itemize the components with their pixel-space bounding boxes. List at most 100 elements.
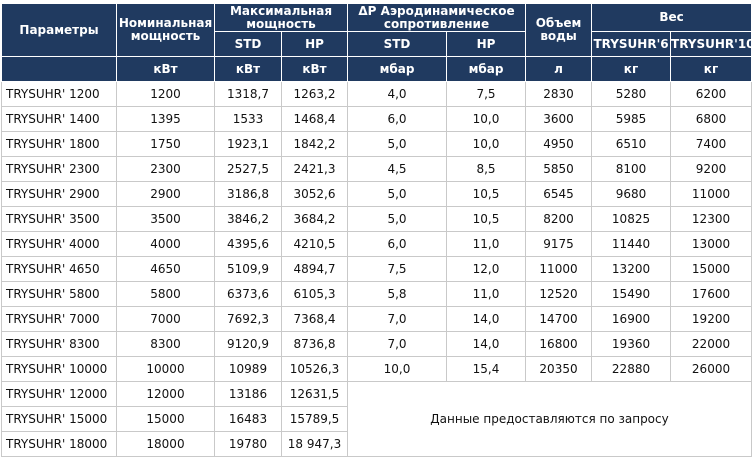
value-cell: 3186,8 (214, 181, 282, 207)
value-cell: 3600 (525, 106, 593, 132)
table-row: TRYSUHR' 10000 10000 10989 10526,3 10,0 15,4 2… (1, 356, 753, 382)
value-cell: 14,0 (445, 306, 527, 332)
value-cell: 1750 (116, 131, 215, 157)
on-request-note: Данные предоставляются по запросу (346, 381, 753, 457)
value-cell: 4894,7 (281, 256, 348, 282)
value-cell: 13200 (591, 256, 672, 282)
value-cell: 15,4 (445, 356, 527, 382)
value-cell: 8100 (591, 156, 672, 182)
value-cell: 1318,7 (214, 81, 282, 107)
value-cell: 15490 (591, 281, 672, 307)
value-cell: 1263,2 (281, 81, 348, 107)
value-cell: 5850 (525, 156, 593, 182)
value-cell: 19360 (591, 331, 672, 357)
value-cell: 16800 (525, 331, 593, 357)
value-cell: 5109,9 (214, 256, 282, 282)
model-name-cell: TRYSUHR' 1800 (1, 131, 117, 157)
value-cell: 5985 (591, 106, 672, 132)
model-name-cell: TRYSUHR' 5800 (1, 281, 117, 307)
unit-water: л (525, 56, 593, 82)
value-cell: 10,0 (445, 106, 527, 132)
value-cell: 11440 (591, 231, 672, 257)
value-cell: 10000 (116, 356, 215, 382)
value-cell: 10,5 (445, 206, 527, 232)
header-weight-6: TRYSUHR'6 (591, 31, 672, 57)
value-cell: 5,8 (347, 281, 447, 307)
value-cell: 2900 (116, 181, 215, 207)
value-cell: 3052,6 (281, 181, 348, 207)
unit-nominal: кВт (116, 56, 215, 82)
value-cell: 2421,3 (281, 156, 348, 182)
value-cell: 17600 (670, 281, 753, 307)
value-cell: 18000 (116, 431, 215, 457)
value-cell: 2527,5 (214, 156, 282, 182)
model-name-cell: TRYSUHR' 2900 (1, 181, 117, 207)
header-max-std: STD (214, 31, 282, 57)
value-cell: 14700 (525, 306, 593, 332)
header-units-params (1, 56, 117, 82)
header-nominal: Номинальная мощность (116, 3, 215, 57)
unit-aero-std: мбар (347, 56, 447, 82)
value-cell: 26000 (670, 356, 753, 382)
value-cell: 1468,4 (281, 106, 348, 132)
model-name-cell: TRYSUHR' 12000 (1, 381, 117, 407)
value-cell: 11,0 (445, 281, 527, 307)
value-cell: 9175 (525, 231, 593, 257)
header-params: Параметры (1, 3, 117, 57)
table-row: TRYSUHR' 1400 1395 1533 1468,4 6,0 10,0 3600 59… (1, 106, 753, 132)
value-cell: 1395 (116, 106, 215, 132)
value-cell: 6800 (670, 106, 753, 132)
value-cell: 6373,6 (214, 281, 282, 307)
value-cell: 12631,5 (281, 381, 348, 407)
unit-weight-10: кг (670, 56, 753, 82)
value-cell: 6200 (670, 81, 753, 107)
value-cell: 3846,2 (214, 206, 282, 232)
model-name-cell: TRYSUHR' 3500 (1, 206, 117, 232)
value-cell: 1533 (214, 106, 282, 132)
value-cell: 7,0 (347, 306, 447, 332)
value-cell: 3684,2 (281, 206, 348, 232)
table-row: TRYSUHR' 7000 7000 7692,3 7368,4 7,0 14,0 1470… (1, 306, 753, 332)
value-cell: 15789,5 (281, 406, 348, 432)
header-water: Объем воды (525, 3, 593, 57)
value-cell: 19200 (670, 306, 753, 332)
value-cell: 4950 (525, 131, 593, 157)
value-cell: 11000 (670, 181, 753, 207)
value-cell: 5800 (116, 281, 215, 307)
value-cell: 12,0 (445, 256, 527, 282)
value-cell: 7,5 (445, 81, 527, 107)
header-max-power: Максимальная мощность (214, 3, 348, 32)
table-row: TRYSUHR' 5800 5800 6373,6 6105,3 5,8 11,0 1252… (1, 281, 753, 307)
value-cell: 4,5 (347, 156, 447, 182)
value-cell: 10,0 (445, 131, 527, 157)
model-name-cell: TRYSUHR' 2300 (1, 156, 117, 182)
unit-weight-6: кг (591, 56, 672, 82)
value-cell: 1200 (116, 81, 215, 107)
value-cell: 4,0 (347, 81, 447, 107)
value-cell: 1923,1 (214, 131, 282, 157)
value-cell: 16900 (591, 306, 672, 332)
value-cell: 13186 (214, 381, 282, 407)
value-cell: 5,0 (347, 181, 447, 207)
value-cell: 4210,5 (281, 231, 348, 257)
header-aero-std: STD (347, 31, 447, 57)
table-header: Параметры Номинальная мощность Максималь… (1, 3, 753, 82)
value-cell: 2300 (116, 156, 215, 182)
value-cell: 8736,8 (281, 331, 348, 357)
value-cell: 7368,4 (281, 306, 348, 332)
value-cell: 10,0 (347, 356, 447, 382)
table-row: TRYSUHR' 4000 4000 4395,6 4210,5 6,0 11,0 9175… (1, 231, 753, 257)
value-cell: 12300 (670, 206, 753, 232)
model-name-cell: TRYSUHR' 15000 (1, 406, 117, 432)
header-aero-hp: HP (445, 31, 527, 57)
model-name-cell: TRYSUHR' 1200 (1, 81, 117, 107)
value-cell: 10989 (214, 356, 282, 382)
unit-max-hp: кВт (281, 56, 348, 82)
table-row: TRYSUHR' 15000 15000 16483 15789,5 (1, 406, 752, 432)
model-name-cell: TRYSUHR' 4650 (1, 256, 117, 282)
value-cell: 2830 (525, 81, 593, 107)
value-cell: 10825 (591, 206, 672, 232)
value-cell: 7400 (670, 131, 753, 157)
value-cell: 6545 (525, 181, 593, 207)
header-max-hp: HP (281, 31, 348, 57)
